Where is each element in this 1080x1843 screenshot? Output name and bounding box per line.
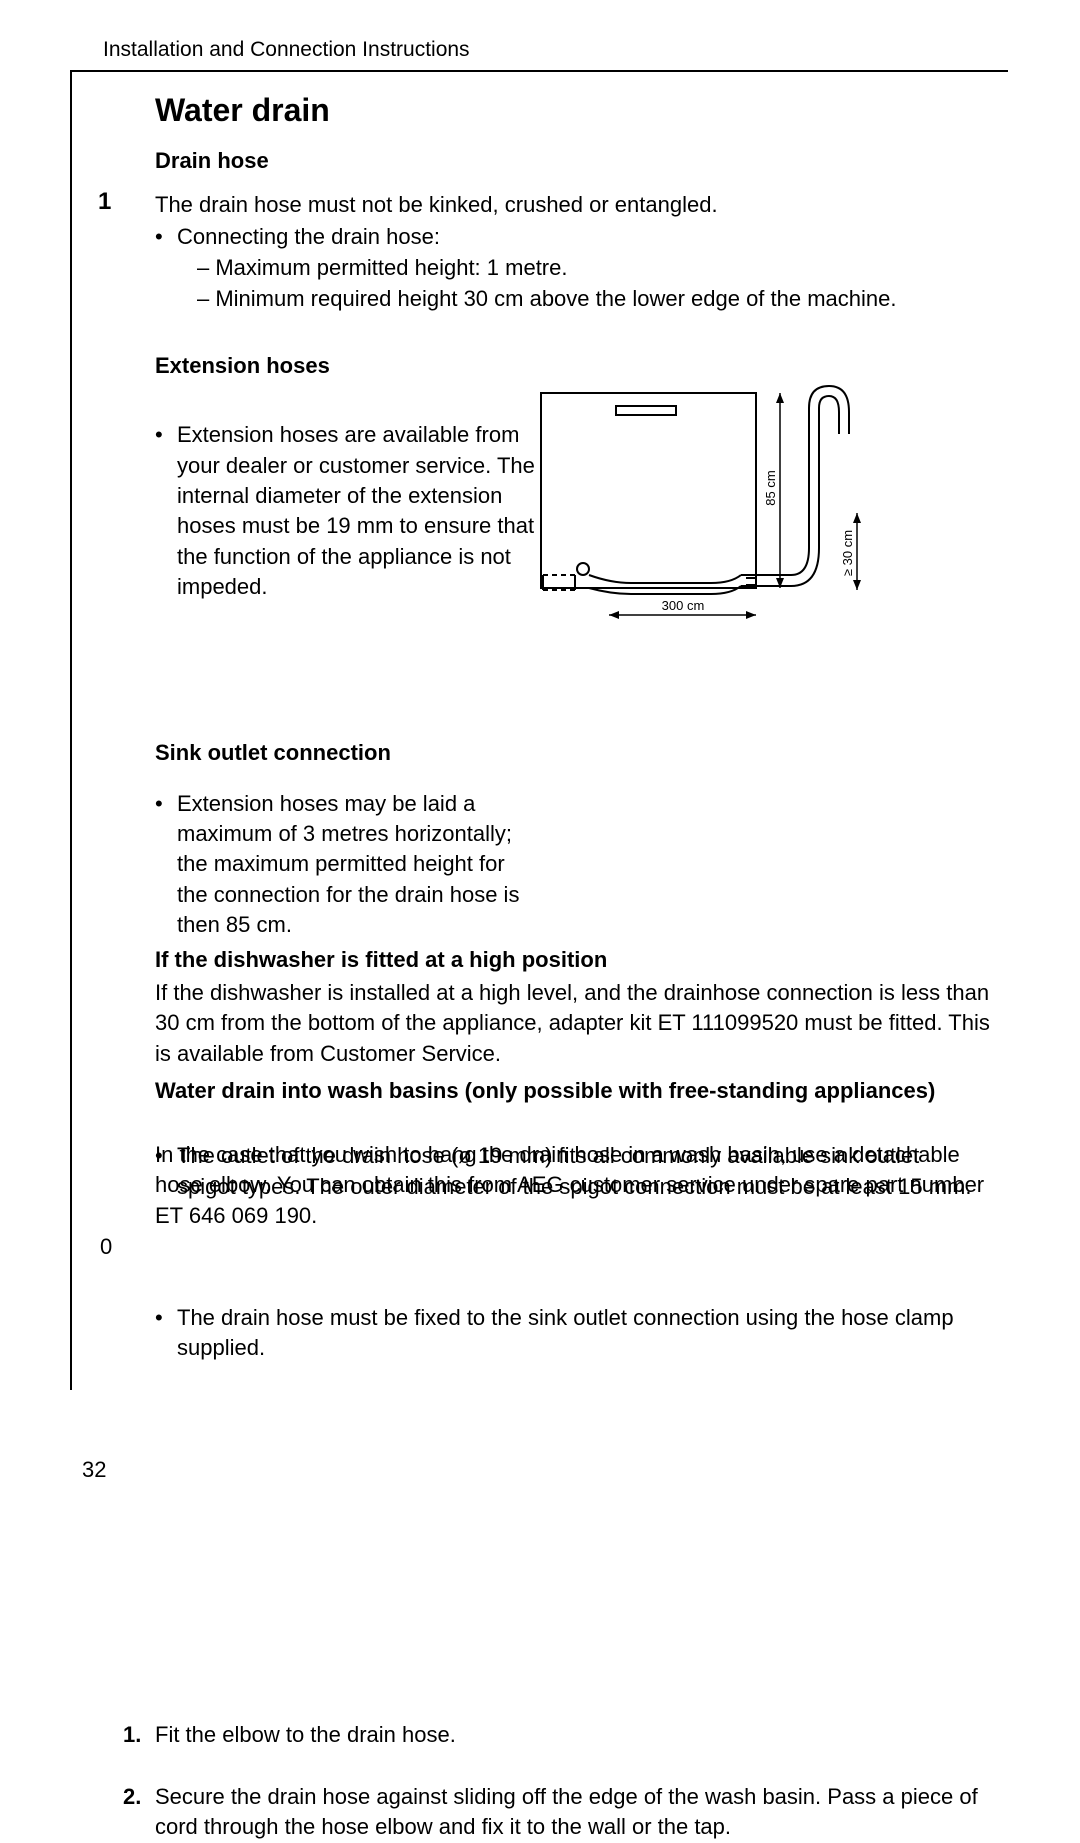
- diagram-label-30: ≥ 30 cm: [840, 530, 855, 576]
- margin-number-one: 1: [98, 188, 111, 216]
- diagram-label-300: 300 cm: [662, 598, 705, 613]
- extension-bullet-2: Extension hoses may be laid a maximum of…: [177, 789, 537, 941]
- step-1-text: Fit the elbow to the drain hose.: [155, 1722, 456, 1747]
- installation-diagram: 300 cm 85 cm ≥ 30 cm: [531, 378, 861, 633]
- drain-hose-dash-min: – Minimum required height 30 cm above th…: [197, 284, 897, 314]
- drain-hose-dash-max: – Maximum permitted height: 1 metre.: [197, 253, 967, 283]
- high-position-body: If the dishwasher is installed at a high…: [155, 978, 990, 1069]
- page-number: 32: [82, 1457, 106, 1483]
- step-2-text: Secure the drain hose against sliding of…: [155, 1784, 978, 1839]
- step-2-number: 2.: [123, 1782, 141, 1812]
- subheading-sink: Sink outlet connection: [155, 740, 391, 766]
- page-title: Water drain: [155, 92, 330, 129]
- margin-zero: 0: [100, 1234, 112, 1260]
- extension-bullet-1: Extension hoses are available from your …: [177, 420, 537, 602]
- step-2: 2. Secure the drain hose against sliding…: [155, 1782, 985, 1843]
- drain-hose-intro: The drain hose must not be kinked, crush…: [155, 190, 975, 220]
- vertical-rule: [70, 70, 72, 1390]
- drain-hose-bullet-connecting: Connecting the drain hose:: [177, 222, 967, 252]
- wash-basin-body: In the case that you wish to hang the dr…: [155, 1140, 985, 1231]
- step-1-number: 1.: [123, 1720, 141, 1750]
- sink-bullet-2: The drain hose must be fixed to the sink…: [177, 1303, 977, 1364]
- subheading-wash-basin: Water drain into wash basins (only possi…: [155, 1078, 965, 1104]
- diagram-label-85: 85 cm: [763, 470, 778, 505]
- subheading-extension: Extension hoses: [155, 353, 330, 379]
- horizontal-rule: [70, 70, 1008, 72]
- running-header: Installation and Connection Instructions: [103, 38, 470, 62]
- step-1: 1. Fit the elbow to the drain hose.: [155, 1720, 975, 1750]
- subheading-drain-hose: Drain hose: [155, 148, 269, 174]
- subheading-high-position: If the dishwasher is fitted at a high po…: [155, 947, 607, 973]
